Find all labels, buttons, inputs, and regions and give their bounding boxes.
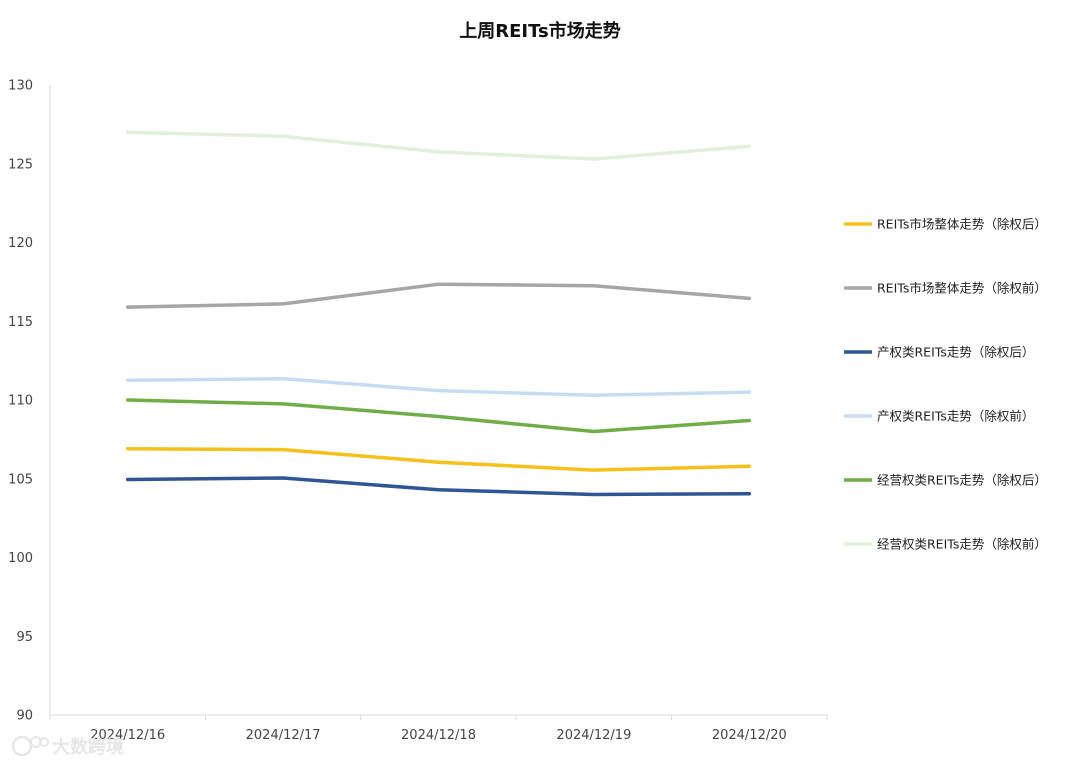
series-line bbox=[125, 376, 752, 398]
logo-icon bbox=[11, 735, 49, 757]
x-tick-label: 2024/12/18 bbox=[401, 728, 476, 743]
x-axis-tick-labels: 2024/12/16 2024/12/17 2024/12/18 2024/12/19… bbox=[90, 728, 787, 743]
x-tick-label: 2024/12/19 bbox=[556, 728, 631, 743]
legend-item: 产权类REITs走势（除权前） bbox=[844, 409, 1034, 424]
x-tick-label: 2024/12/17 bbox=[246, 728, 321, 743]
series-line bbox=[125, 282, 752, 309]
legend-item: 经营权类REITs走势（除权前） bbox=[844, 537, 1047, 552]
y-tick-label: 115 bbox=[8, 315, 33, 330]
y-tick-label: 125 bbox=[8, 157, 33, 172]
legend-label: 产权类REITs走势（除权后） bbox=[877, 345, 1034, 360]
y-tick-label: 120 bbox=[8, 236, 33, 251]
y-tick-label: 90 bbox=[16, 709, 33, 724]
legend-label: REITs市场整体走势（除权前） bbox=[877, 281, 1047, 296]
legend-item: 产权类REITs走势（除权后） bbox=[844, 345, 1034, 360]
legend-label: 经营权类REITs走势（除权后） bbox=[877, 473, 1047, 488]
y-axis-tick-labels: 90 95 100 105 110 115 120 125 130 bbox=[8, 79, 33, 724]
y-tick-label: 105 bbox=[8, 472, 33, 487]
legend-label: 产权类REITs走势（除权前） bbox=[877, 409, 1034, 424]
plot-area bbox=[125, 130, 752, 497]
x-tick-label: 2024/12/20 bbox=[712, 728, 787, 743]
watermark: 大数跨境 bbox=[11, 735, 124, 758]
watermark-text: 大数跨境 bbox=[52, 736, 124, 758]
legend: REITs市场整体走势（除权后） REITs市场整体走势（除权前） 产权类REITs… bbox=[844, 217, 1047, 552]
legend-item: REITs市场整体走势（除权前） bbox=[844, 281, 1047, 296]
legend-label: 经营权类REITs走势（除权前） bbox=[877, 537, 1047, 552]
legend-label: REITs市场整体走势（除权后） bbox=[877, 217, 1047, 232]
series-line bbox=[125, 476, 752, 497]
series-line bbox=[125, 130, 752, 161]
chart-title: 上周REITs市场走势 bbox=[459, 20, 620, 42]
x-tick-label: 2024/12/16 bbox=[90, 728, 165, 743]
series-line bbox=[125, 398, 752, 434]
y-tick-label: 130 bbox=[8, 79, 33, 94]
legend-item: 经营权类REITs走势（除权后） bbox=[844, 473, 1047, 488]
y-tick-label: 95 bbox=[16, 630, 33, 645]
y-tick-label: 110 bbox=[8, 394, 33, 409]
legend-item: REITs市场整体走势（除权后） bbox=[844, 217, 1047, 232]
series-line bbox=[125, 447, 752, 472]
axes bbox=[49, 85, 828, 720]
y-tick-label: 100 bbox=[8, 551, 33, 566]
